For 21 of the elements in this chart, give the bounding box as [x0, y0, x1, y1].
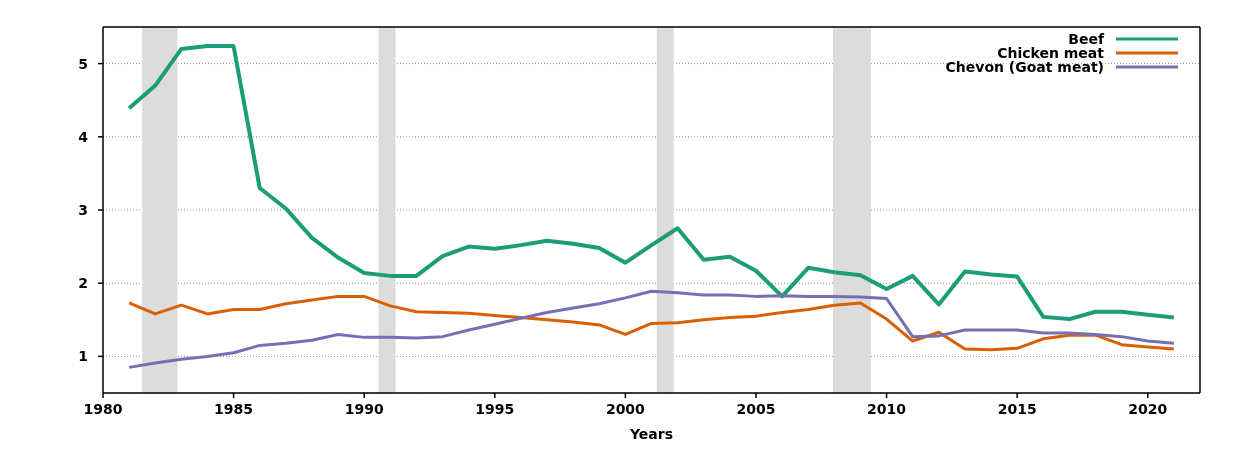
- x-tick-label: 2010: [867, 400, 907, 417]
- legend-label: Chicken meat: [997, 45, 1104, 61]
- legend-label: Chevon (Goat meat): [945, 59, 1104, 75]
- x-tick-label: 1995: [475, 400, 515, 417]
- y-tick-label: 2: [78, 275, 88, 292]
- x-axis-title: Years: [628, 426, 674, 442]
- y-tick-label: 1: [78, 348, 88, 365]
- x-tick-label: 1980: [83, 400, 123, 417]
- line-series: [127, 294, 1176, 352]
- x-tick-label: 1985: [214, 400, 254, 417]
- y-tick-label: 5: [78, 55, 88, 72]
- x-tick-label: 2000: [605, 400, 646, 417]
- x-tick-label: 2020: [1128, 400, 1168, 417]
- legend-label: Beef: [1068, 31, 1104, 47]
- line-series: [127, 44, 1176, 322]
- line-series: [127, 289, 1176, 369]
- y-tick-label: 3: [78, 201, 88, 218]
- x-tick-label: 1990: [344, 400, 384, 417]
- x-tick-label: 2015: [997, 400, 1037, 417]
- y-tick-label: 4: [78, 128, 89, 145]
- x-tick-label: 2005: [736, 400, 776, 417]
